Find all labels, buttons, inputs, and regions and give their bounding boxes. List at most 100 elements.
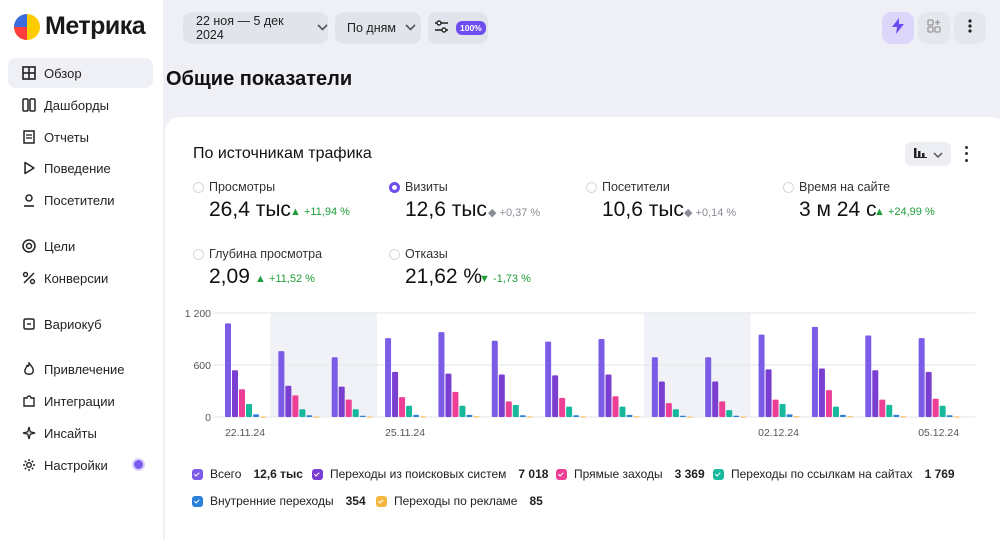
metric-label: Посетители [602, 180, 670, 194]
sidebar-item-label: Дашборды [44, 97, 109, 113]
metric-radio[interactable] [783, 182, 794, 193]
sidebar-item-dashboards[interactable]: Дашборды [8, 90, 153, 120]
bar [399, 397, 406, 417]
sidebar-item-overview[interactable]: Обзор [8, 58, 153, 88]
metric-pageviews[interactable]: Просмотры 26,4 тыс ▲ +11,94 % [193, 179, 383, 229]
cube-icon [18, 317, 40, 331]
bar [811, 326, 818, 417]
card-more-button[interactable] [961, 144, 971, 164]
checkbox-icon [312, 468, 323, 480]
bar [779, 404, 786, 417]
y-tick-label: 0 [205, 412, 211, 424]
metric-radio[interactable] [389, 182, 400, 193]
filters-button[interactable]: 100% [428, 12, 488, 44]
metric-radio[interactable] [389, 249, 400, 260]
legend-value: 1 769 [924, 467, 955, 481]
sidebar-item-reports[interactable]: Отчеты [8, 122, 153, 152]
legend-item-total[interactable]: Всего 12,6 тыс [192, 465, 303, 483]
sidebar-item-insights[interactable]: Инсайты [8, 418, 153, 448]
legend-item-links[interactable]: Переходы по ссылкам на сайтах 1 769 [713, 465, 955, 483]
bar [953, 416, 960, 418]
widgets-button[interactable] [918, 12, 950, 44]
bar [679, 415, 686, 417]
bar [925, 371, 932, 417]
chart-type-select[interactable] [905, 142, 951, 166]
bar [772, 399, 779, 417]
bar [420, 416, 427, 418]
bar [260, 416, 266, 418]
metric-depth[interactable]: Глубина просмотра 2,09 ▲ +11,52 % [193, 246, 383, 296]
legend-item-internal[interactable]: Внутренние переходы 354 [192, 492, 366, 510]
metric-label: Время на сайте [799, 180, 891, 194]
percent-icon [18, 271, 40, 285]
metric-delta: ◆ +0,37 % [488, 207, 541, 219]
sidebar-item-visitors[interactable]: Посетители [8, 185, 153, 215]
chevron-down-icon [405, 22, 416, 34]
metric-visitors[interactable]: Посетители 10,6 тыс ◆ +0,14 % [586, 179, 776, 229]
sidebar-item-label: Конверсии [44, 270, 109, 286]
grouping-label: По дням [347, 21, 396, 35]
metric-value: 21,62 % [405, 265, 483, 288]
bar [619, 406, 626, 417]
legend-label: Переходы по рекламе [394, 494, 518, 508]
bar [299, 409, 306, 417]
x-tick-label: 05.12.24 [918, 427, 959, 439]
x-tick-label: 02.12.24 [758, 427, 799, 439]
bar [246, 404, 252, 417]
bar [278, 351, 285, 417]
sidebar-item-integrations[interactable]: Интеграции [8, 386, 153, 416]
bar-chart-icon [913, 145, 927, 163]
metric-time-on-site[interactable]: Время на сайте 3 м 24 с ▲ +24,99 % [783, 179, 973, 229]
lightning-button[interactable] [882, 12, 914, 44]
reports-icon [18, 130, 40, 144]
bar [566, 406, 573, 417]
puzzle-icon [18, 394, 40, 408]
legend-item-ads[interactable]: Переходы по рекламе 85 [376, 492, 543, 510]
topbar: 22 ноя — 5 дек 2024 По дням 100% [163, 0, 1000, 58]
x-tick-label: 22.11.24 [225, 427, 265, 439]
bar [626, 414, 633, 417]
bar [345, 399, 352, 417]
metric-radio[interactable] [193, 182, 204, 193]
bar [239, 389, 245, 417]
metric-value: 12,6 тыс [405, 198, 487, 221]
sidebar-item-label: Отчеты [44, 129, 89, 145]
sidebar-item-label: Интеграции [44, 393, 115, 409]
legend-value: 7 018 [518, 467, 549, 481]
widgets-icon [927, 18, 941, 38]
bar [580, 416, 587, 418]
bar [946, 415, 953, 417]
bar [733, 415, 740, 417]
sidebar-item-conversions[interactable]: Конверсии [8, 263, 153, 293]
sidebar-item-variocube[interactable]: Вариокуб [8, 309, 153, 339]
metrika-logo-icon [14, 13, 40, 40]
bar [445, 373, 452, 417]
sidebar-item-acquisition[interactable]: Привлечение [8, 354, 153, 384]
logo[interactable]: Метрика [14, 12, 146, 41]
legend-item-direct[interactable]: Прямые заходы 3 369 [556, 465, 705, 483]
legend-item-search[interactable]: Переходы из поисковых систем 7 018 [312, 465, 548, 483]
grouping-select[interactable]: По дням [335, 12, 421, 44]
sidebar-item-settings[interactable]: Настройки [8, 450, 153, 480]
bar [672, 409, 679, 417]
metric-radio[interactable] [586, 182, 597, 193]
bar [719, 401, 726, 417]
sidebar-item-behavior[interactable]: Поведение [8, 153, 153, 183]
bar [526, 416, 533, 418]
bar [758, 334, 765, 417]
metric-visits[interactable]: Визиты 12,6 тыс ◆ +0,37 % [389, 179, 579, 229]
legend-label: Всего [210, 467, 242, 481]
metric-bounce-rate[interactable]: Отказы 21,62 % ▼ -1,73 % [389, 246, 579, 296]
metric-value: 2,09 [209, 265, 250, 288]
more-menu-button[interactable] [954, 12, 986, 44]
bar [519, 415, 526, 417]
bar [392, 371, 399, 417]
bar [846, 416, 853, 418]
bar [879, 399, 886, 417]
bar [598, 339, 605, 417]
bar [573, 415, 580, 417]
sidebar-item-goals[interactable]: Цели [8, 231, 153, 261]
bar [900, 416, 907, 418]
metric-radio[interactable] [193, 249, 204, 260]
date-range-picker[interactable]: 22 ноя — 5 дек 2024 [183, 12, 328, 44]
